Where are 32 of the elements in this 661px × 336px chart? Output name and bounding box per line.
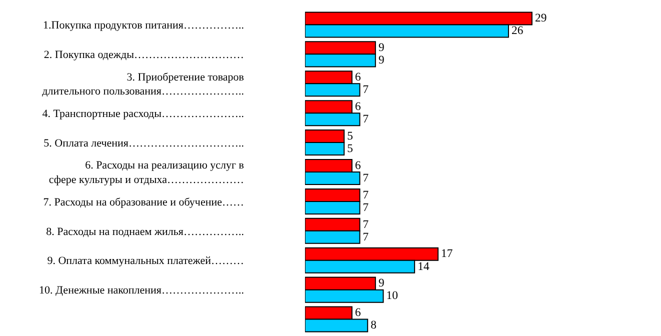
data-label: 6: [354, 306, 361, 320]
data-label: 7: [362, 230, 369, 244]
data-label: 7: [362, 83, 369, 96]
y-tick-label: 7. Расходы на образование и обучение……: [43, 196, 244, 208]
data-label: 7: [362, 112, 369, 126]
y-tick-label: 5. Оплата лечения…………………………..: [44, 137, 244, 150]
data-label: 6: [354, 70, 361, 84]
data-label: 9: [378, 276, 384, 290]
y-tick-label: 2. Покупка одежды…………………………: [44, 49, 244, 62]
y-tick-label: 9. Оплата коммунальных платежей………: [47, 255, 244, 268]
data-label: 26: [511, 24, 524, 38]
data-label: 6: [354, 158, 361, 172]
data-label: 10: [386, 289, 398, 302]
y-tick-label: 6. Расходы на реализацию услуг в сфере культуры и отдыха…………………: [46, 160, 244, 186]
data-label: 5: [347, 142, 354, 155]
data-label: 7: [362, 218, 369, 231]
data-label: 9: [378, 54, 384, 67]
data-label: 7: [362, 200, 369, 214]
y-tick-label: 4. Транспортные расходы…………………..: [42, 108, 244, 120]
data-label: 8: [370, 318, 377, 332]
data-label: 7: [362, 188, 369, 202]
data-label: 6: [354, 100, 361, 113]
data-label: 9: [378, 41, 384, 54]
data-label: 7: [362, 171, 369, 184]
data-label: 5: [347, 129, 354, 142]
data-label: 14: [418, 260, 430, 273]
data-label: 29: [534, 12, 547, 25]
y-tick-label: 8. Расходы на поднаем жилья……………..: [46, 226, 244, 238]
y-tick-label: 10. Денежные накопления…………………..: [39, 284, 244, 297]
y-tick-label: 3. Приобретение товаров длительного пользования…………………..: [42, 71, 244, 98]
data-label: 17: [441, 247, 453, 260]
y-tick-label: 1.Покупка продуктов питания……………..: [43, 20, 244, 32]
